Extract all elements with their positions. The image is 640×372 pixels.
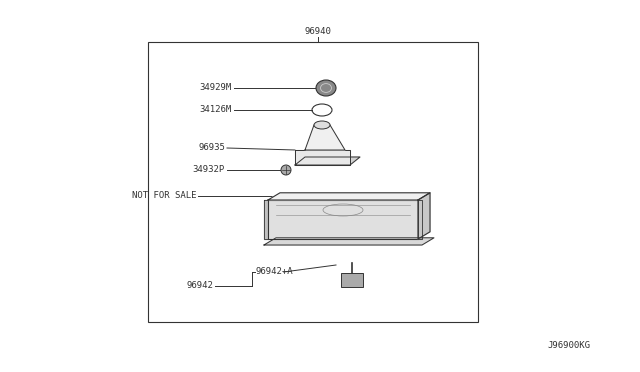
Text: 96940: 96940	[305, 28, 332, 36]
Bar	[148, 42, 478, 322]
Polygon shape	[418, 193, 430, 239]
Polygon shape	[268, 193, 430, 200]
Polygon shape	[418, 200, 422, 239]
Ellipse shape	[314, 121, 330, 129]
Text: 34932P: 34932P	[193, 166, 225, 174]
Polygon shape	[264, 238, 434, 245]
Bar	[268, 200, 418, 239]
Text: 34929M: 34929M	[200, 83, 232, 93]
Text: J96900KG: J96900KG	[547, 341, 590, 350]
Text: 34126M: 34126M	[200, 106, 232, 115]
Text: 96942: 96942	[186, 282, 213, 291]
Polygon shape	[305, 125, 345, 150]
Polygon shape	[295, 157, 360, 165]
Polygon shape	[295, 150, 350, 165]
Text: NOT FOR SALE: NOT FOR SALE	[131, 192, 196, 201]
Polygon shape	[264, 200, 268, 239]
Bar	[341, 273, 363, 287]
Text: 96935: 96935	[198, 144, 225, 153]
Text: 96942+A: 96942+A	[255, 267, 292, 276]
Ellipse shape	[316, 80, 336, 96]
Circle shape	[281, 165, 291, 175]
